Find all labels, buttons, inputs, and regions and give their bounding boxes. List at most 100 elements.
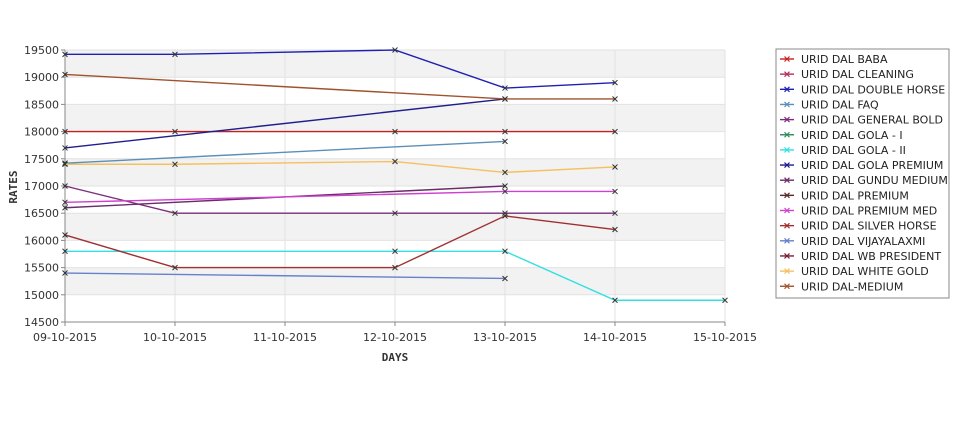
- data-point-marker: [172, 264, 178, 271]
- series-14: [62, 158, 618, 176]
- legend-item: URID DAL WB PRESIDENT: [780, 250, 941, 263]
- data-point-marker: [612, 188, 618, 195]
- legend-label: URID DAL GOLA - I: [801, 129, 903, 142]
- legend-swatch-marker: [784, 56, 790, 62]
- legend-swatch-marker: [784, 162, 790, 168]
- data-point-marker: [62, 51, 68, 58]
- x-tick-label: 10-10-2015: [143, 331, 207, 344]
- y-tick-label: 19500: [24, 44, 59, 57]
- data-point-marker: [62, 199, 68, 206]
- data-point-marker: [502, 213, 508, 219]
- series-line: [64, 272, 506, 280]
- legend-label: URID DAL CLEANING: [801, 68, 914, 81]
- data-point-marker: [62, 232, 68, 238]
- data-point-marker: [612, 226, 618, 233]
- data-point-marker: [502, 85, 508, 91]
- legend-item: URID DAL VIJAYALAXMI: [780, 235, 925, 248]
- legend-label: URID DAL GUNDU MEDIUM: [801, 174, 948, 187]
- legend-swatch-marker: [784, 222, 790, 229]
- data-point-marker: [502, 138, 508, 145]
- legend-swatch-marker: [784, 237, 790, 244]
- data-point-marker: [392, 264, 398, 271]
- data-point-marker: [392, 47, 398, 53]
- legend-item: URID DAL GOLA PREMIUM: [780, 159, 943, 172]
- data-point-marker: [172, 51, 178, 58]
- data-point-marker: [392, 248, 398, 255]
- legend-label: URID DAL BABA: [801, 53, 888, 66]
- legend-swatch-marker: [784, 131, 790, 138]
- series-3: [62, 138, 508, 167]
- data-point-marker: [62, 71, 68, 78]
- series-lines: [62, 47, 728, 304]
- data-point-marker: [62, 270, 68, 276]
- legend-swatch-marker: [784, 116, 790, 123]
- y-axis-title: RATES: [7, 170, 20, 203]
- x-axis-title: DAYS: [382, 351, 409, 364]
- x-tick-labels: 09-10-2015 10-10-2015 11-10-2015 12-10-2015…: [33, 322, 757, 344]
- legend-label: URID DAL PREMIUM MED: [801, 205, 937, 218]
- legend-swatch-marker: [784, 177, 790, 184]
- data-point-marker: [62, 145, 68, 151]
- y-tick-label: 16000: [24, 234, 59, 247]
- data-point-marker: [612, 79, 618, 86]
- legend-item: URID DAL GOLA - II: [780, 144, 906, 157]
- legend-label: URID DAL WHITE GOLD: [801, 265, 929, 278]
- y-tick-label: 18000: [24, 126, 59, 139]
- y-tick-label: 18500: [24, 98, 59, 111]
- data-point-marker: [612, 297, 618, 304]
- data-point-marker: [502, 128, 508, 135]
- data-point-marker: [612, 164, 618, 170]
- series-11: [62, 213, 618, 271]
- legend-swatch-marker: [784, 283, 790, 290]
- series-12: [62, 270, 508, 282]
- legend-item: URID DAL PREMIUM MED: [780, 205, 937, 218]
- data-point-marker: [172, 161, 178, 168]
- legend-item: URID DAL CLEANING: [780, 68, 914, 81]
- legend-label: URID DAL FAQ: [801, 98, 879, 111]
- series-6: [62, 248, 728, 304]
- x-tick-label: 09-10-2015: [33, 331, 97, 344]
- axes: [61, 50, 725, 326]
- data-point-marker: [172, 210, 178, 217]
- y-tick-label: 14500: [24, 316, 59, 329]
- data-point-marker: [62, 161, 68, 168]
- x-tick-label: 14-10-2015: [583, 331, 647, 344]
- y-tick-label: 19000: [24, 71, 59, 84]
- x-tick-label: 15-10-2015: [693, 331, 757, 344]
- legend-label: URID DAL-MEDIUM: [801, 280, 903, 293]
- series-15: [62, 71, 618, 102]
- legend-swatch-marker: [784, 146, 790, 153]
- legend-label: URID DAL DOUBLE HORSE: [801, 83, 945, 96]
- legend-swatch-marker: [784, 71, 790, 78]
- data-point-marker: [612, 210, 618, 217]
- data-point-marker: [62, 128, 68, 135]
- legend-item: URID DAL BABA: [780, 53, 888, 66]
- legend-label: URID DAL PREMIUM: [801, 189, 909, 202]
- legend-item: URID DAL-MEDIUM: [780, 280, 903, 293]
- legend: URID DAL BABA URID DAL CLEANING URID DAL D…: [775, 48, 950, 299]
- x-tick-label: 11-10-2015: [253, 331, 317, 344]
- data-point-marker: [722, 297, 728, 304]
- legend-item: URID DAL FAQ: [780, 98, 879, 111]
- data-point-marker: [62, 204, 68, 211]
- legend-swatch-marker: [784, 253, 790, 259]
- y-tick-label: 17500: [24, 153, 59, 166]
- legend-swatch-marker: [784, 192, 790, 199]
- legend-item: URID DAL PREMIUM: [780, 189, 909, 202]
- legend-swatch-marker: [784, 86, 790, 93]
- series-line: [64, 98, 506, 149]
- data-point-marker: [392, 158, 398, 165]
- y-tick-label: 17000: [24, 180, 59, 193]
- legend-swatch-marker: [784, 268, 790, 275]
- x-tick-label: 12-10-2015: [363, 331, 427, 344]
- legend-item: URID DAL DOUBLE HORSE: [780, 83, 945, 96]
- legend-swatch-marker: [784, 101, 790, 108]
- data-point-marker: [392, 210, 398, 217]
- series-line: [64, 140, 506, 164]
- data-point-marker: [502, 96, 508, 102]
- data-point-marker: [502, 188, 508, 195]
- legend-item: URID DAL GUNDU MEDIUM: [780, 174, 948, 187]
- data-point-marker: [502, 169, 508, 176]
- data-point-marker: [62, 248, 68, 255]
